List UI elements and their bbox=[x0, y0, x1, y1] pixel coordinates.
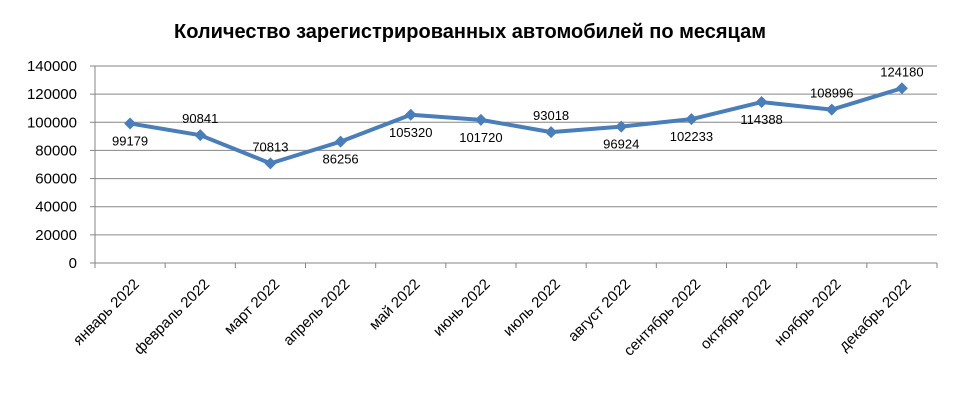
data-label: 93018 bbox=[533, 108, 569, 123]
data-point-marker bbox=[404, 108, 417, 121]
data-point-marker bbox=[194, 129, 207, 142]
x-tick-label: ноябрь 2022 bbox=[771, 276, 845, 350]
data-label: 99179 bbox=[112, 133, 148, 148]
data-label: 101720 bbox=[459, 130, 502, 145]
y-tick-label: 20000 bbox=[35, 227, 77, 244]
chart-title: Количество зарегистрированных автомобиле… bbox=[174, 21, 766, 43]
data-label: 105320 bbox=[389, 125, 432, 140]
series-line bbox=[129, 86, 903, 166]
y-tick-label: 60000 bbox=[35, 171, 77, 188]
y-tick-label: 80000 bbox=[35, 142, 77, 159]
y-tick-label: 0 bbox=[69, 255, 77, 272]
data-label: 124180 bbox=[880, 64, 923, 79]
y-tick-label: 120000 bbox=[27, 86, 77, 103]
y-tick-label: 100000 bbox=[27, 114, 77, 131]
x-tick-label: июнь 2022 bbox=[430, 276, 494, 340]
series-group bbox=[124, 82, 908, 170]
data-point-marker bbox=[334, 135, 347, 148]
data-point-marker bbox=[685, 113, 698, 126]
x-tick-label: март 2022 bbox=[221, 276, 283, 338]
data-labels: 99179 90841 70813 86256 105320 101720 93018 969… bbox=[112, 64, 924, 166]
x-tick-label: январь 2022 bbox=[70, 276, 143, 349]
x-tick-label: май 2022 bbox=[366, 276, 424, 334]
data-point-marker bbox=[124, 117, 137, 130]
data-point-marker bbox=[264, 157, 277, 170]
x-tick-label: октябрь 2022 bbox=[697, 276, 774, 353]
data-label: 90841 bbox=[182, 111, 218, 126]
x-tick-label: декабрь 2022 bbox=[836, 276, 915, 355]
data-point-marker bbox=[474, 113, 487, 126]
data-label: 114388 bbox=[740, 112, 782, 127]
y-axis: 0 20000 40000 60000 80000 100000 120000 140000 bbox=[27, 58, 96, 272]
x-tick-label: август 2022 bbox=[565, 276, 634, 345]
x-tick-label: февраль 2022 bbox=[131, 276, 213, 358]
data-point-marker bbox=[545, 126, 558, 139]
y-tick-label: 40000 bbox=[35, 199, 77, 216]
y-tick-label: 140000 bbox=[27, 58, 77, 75]
x-tick-label: июль 2022 bbox=[500, 276, 564, 340]
data-label: 96924 bbox=[603, 137, 639, 152]
data-label: 108996 bbox=[810, 86, 853, 101]
x-tick-label: апрель 2022 bbox=[280, 276, 353, 349]
data-point-marker bbox=[615, 120, 628, 133]
data-label: 86256 bbox=[323, 152, 359, 167]
data-point-marker bbox=[755, 96, 768, 109]
data-label: 102233 bbox=[670, 129, 713, 144]
data-point-marker bbox=[895, 82, 908, 95]
data-label: 70813 bbox=[252, 139, 288, 154]
data-point-marker bbox=[825, 103, 838, 116]
